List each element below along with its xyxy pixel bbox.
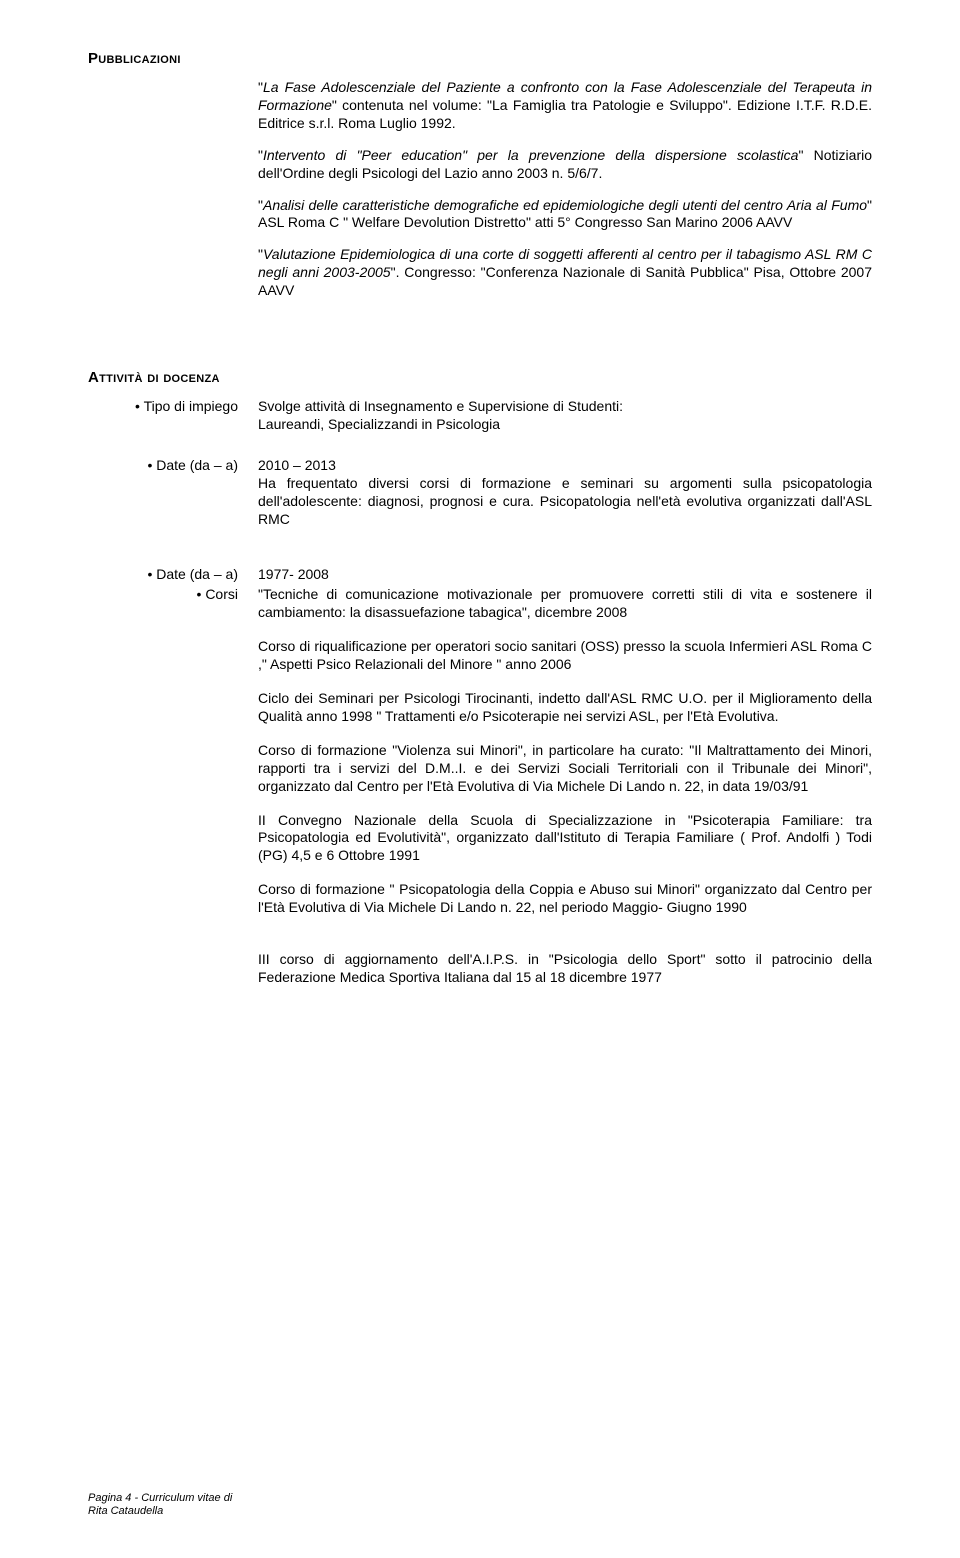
tipo-line1: Svolge attività di Insegnamento e Superv…: [258, 398, 872, 416]
row-tipo-impiego: • Tipo di impiego Svolge attività di Ins…: [88, 398, 872, 434]
corsi-p7: III corso di aggiornamento dell'A.I.P.S.…: [258, 951, 872, 987]
courses-block: Corso di riqualificazione per operatori …: [258, 638, 872, 987]
value-tipo-impiego: Svolge attività di Insegnamento e Superv…: [258, 398, 872, 434]
value-date-2: 1977- 2008: [258, 566, 872, 584]
footer-line1: Pagina 4 - Curriculum vitae di: [88, 1492, 232, 1505]
section-heading-docenza: Attività di docenza: [88, 369, 872, 386]
label-corsi: • Corsi: [88, 586, 258, 602]
pubblicazioni-block: "La Fase Adolescenziale del Paziente a c…: [258, 79, 872, 300]
corsi-p5: II Convegno Nazionale della Scuola di Sp…: [258, 812, 872, 866]
corsi-p6: Corso di formazione " Psicopatologia del…: [258, 881, 872, 917]
date1-body: Ha frequentato diversi corsi di formazio…: [258, 475, 872, 529]
pub-2-title: Intervento di "Peer education" per la pr…: [263, 147, 798, 163]
corsi-p4: Corso di formazione "Violenza sui Minori…: [258, 742, 872, 796]
date1-year: 2010 – 2013: [258, 457, 872, 475]
value-date-1: 2010 – 2013 Ha frequentato diversi corsi…: [258, 457, 872, 529]
footer-line2: Rita Cataudella: [88, 1505, 232, 1518]
pub-3-title: Analisi delle caratteristiche demografic…: [263, 197, 867, 213]
pub-item-2: "Intervento di "Peer education" per la p…: [258, 147, 872, 183]
row-corsi: • Corsi "Tecniche di comunicazione motiv…: [88, 586, 872, 622]
corsi-p3: Ciclo dei Seminari per Psicologi Tirocin…: [258, 690, 872, 726]
row-date-2: • Date (da – a) 1977- 2008: [88, 566, 872, 584]
pub-1-rest: " contenuta nel volume: "La Famiglia tra…: [258, 97, 872, 131]
page-footer: Pagina 4 - Curriculum vitae di Rita Cata…: [88, 1492, 232, 1518]
tipo-line2: Laureandi, Specializzandi in Psicologia: [258, 416, 872, 434]
label-date-2: • Date (da – a): [88, 566, 258, 582]
pub-item-4: "Valutazione Epidemiologica di una corte…: [258, 246, 872, 300]
section-heading-pubblicazioni: Pubblicazioni: [88, 50, 872, 67]
value-corsi-first: "Tecniche di comunicazione motivazionale…: [258, 586, 872, 622]
row-date-1: • Date (da – a) 2010 – 2013 Ha frequenta…: [88, 457, 872, 529]
pub-item-3: "Analisi delle caratteristiche demografi…: [258, 197, 872, 233]
label-date-1: • Date (da – a): [88, 457, 258, 473]
pub-item-1: "La Fase Adolescenziale del Paziente a c…: [258, 79, 872, 133]
corsi-p2: Corso di riqualificazione per operatori …: [258, 638, 872, 674]
label-tipo-impiego: • Tipo di impiego: [88, 398, 258, 414]
